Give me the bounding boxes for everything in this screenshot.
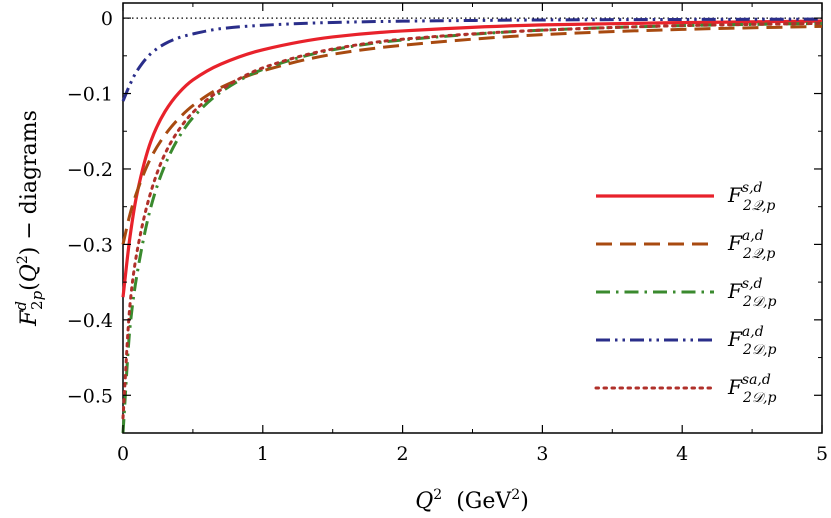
legend-label-5: Fsa,d 2𝒟,p <box>727 372 777 406</box>
legend-label-4: Fa,d 2𝒟,p <box>727 324 777 358</box>
y-tick-label: 0 <box>101 8 113 30</box>
series-layer <box>121 17 824 434</box>
legend-label-3: Fs,d 2𝒟,p <box>727 276 777 310</box>
x-tick-label: 2 <box>397 443 409 465</box>
y-tick-label: −0.2 <box>67 159 113 181</box>
series-line-2 <box>121 24 823 245</box>
legend-label-1: Fs,d 2𝒬,p <box>727 180 775 214</box>
y-tick-label: −0.5 <box>67 385 113 407</box>
x-tick-label: 4 <box>676 443 688 465</box>
x-tick-label: 5 <box>816 443 828 465</box>
tick-layer: 0 1 2 3 4 5 0 −0.1 −0.2 −0.3 −0.4 −0.5 <box>67 3 828 465</box>
legend-label-2: Fa,d 2𝒬,p <box>727 228 775 262</box>
legend: Fs,d 2𝒬,p Fa,d 2𝒬,p Fs,d 2𝒟,p Fa,d 2𝒟,p Fsa,d 2𝒟,… <box>594 180 777 406</box>
y-axis-title: Fd2p(Q2) − diagrams <box>12 110 46 327</box>
y-tick-label: −0.4 <box>67 310 113 332</box>
plot-frame <box>122 2 823 434</box>
x-tick-label: 3 <box>536 443 548 465</box>
x-tick-label: 0 <box>117 443 129 465</box>
y-tick-label: −0.3 <box>67 234 113 256</box>
x-axis-title: Q2 (GeV2) <box>415 487 529 514</box>
series-line-1 <box>121 19 823 298</box>
y-tick-label: −0.1 <box>67 84 113 106</box>
series-line-5 <box>121 21 824 420</box>
series-line-4 <box>121 17 823 102</box>
x-tick-label: 1 <box>257 443 269 465</box>
